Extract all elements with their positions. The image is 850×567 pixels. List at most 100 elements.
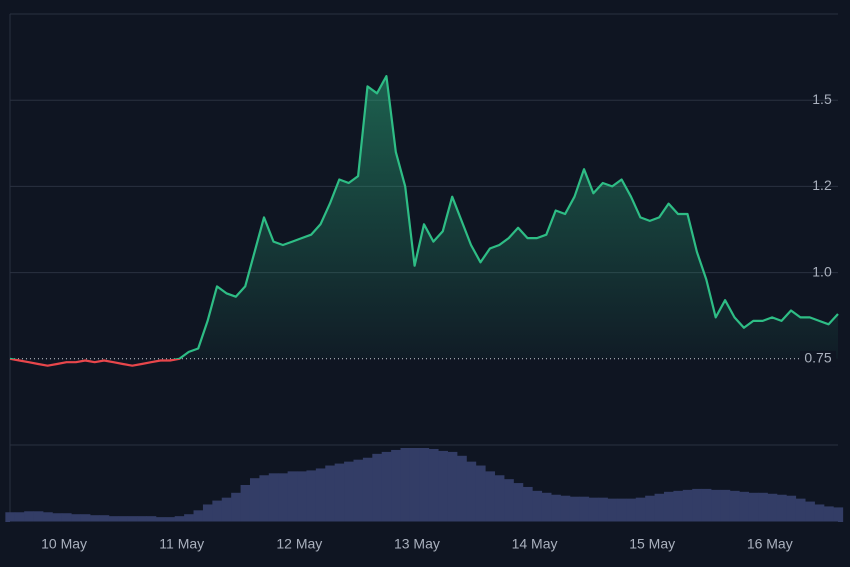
volume-bar [268,473,279,522]
volume-bar [231,492,241,522]
volume-bar [456,455,467,522]
volume-bar [42,512,53,522]
volume-bar [692,488,703,522]
x-tick-label: 11 May [159,536,204,552]
volume-bar [344,461,354,522]
volume-bar [24,511,34,522]
volume-bar [52,513,63,522]
volume-bar [626,498,637,522]
volume-bar [315,468,326,522]
volume-bar [90,515,100,522]
volume-bar [682,489,693,522]
volume-bar [635,497,646,522]
volume-bar [758,492,768,522]
y-tick-label: 1.0 [812,263,832,279]
volume-bar [249,478,260,522]
x-tick-label: 15 May [629,536,675,552]
volume-bar [729,490,740,522]
volume-bar [155,517,166,522]
volume-bar [61,513,72,522]
volume-bar [428,448,439,522]
volume-bar [663,491,674,522]
volume-bar [551,494,561,522]
volume-bar [795,498,806,522]
x-tick-label: 16 May [747,536,793,552]
volume-bar [616,498,627,522]
volume-bar [362,457,373,522]
volume-bar [466,461,477,522]
volume-bar [334,463,345,522]
volume-bar [146,516,157,522]
y-tick-label: 1.2 [812,177,832,193]
volume-bar [5,512,16,522]
volume-bar [287,471,298,522]
volume-bar [80,514,91,522]
volume-bar [137,516,147,522]
volume-bar [174,516,185,522]
volume-bar [99,515,110,522]
volume-bar [823,506,834,522]
volume-bar [259,475,270,522]
volume-bar [673,490,684,522]
volume-bar [833,507,844,522]
volume-bar [108,516,119,522]
volume-bar [400,448,411,522]
volume-bar [513,483,524,522]
volume-bar [504,479,514,522]
volume-bar [409,448,420,522]
volume-bar [475,465,486,522]
volume-bar [438,450,448,522]
volume-bar [71,514,82,522]
volume-bar [297,471,307,522]
x-tick-label: 13 May [394,536,440,552]
volume-bar [786,495,797,522]
volume-bar [711,489,721,522]
volume-bar [776,494,787,522]
volume-bar [588,497,599,522]
volume-bar [485,471,496,522]
volume-bar [569,496,580,522]
x-tick-label: 12 May [276,536,322,552]
volume-bar [221,497,232,522]
volume-bar [212,500,223,522]
volume-bar [353,459,364,522]
volume-bar [645,495,655,522]
volume-bar [701,488,712,522]
volume-bar [598,497,608,522]
volume-bar [767,493,778,522]
volume-bar [33,511,44,522]
volume-bar [118,516,129,522]
volume-bar [739,491,750,522]
x-tick-label: 14 May [512,536,558,552]
volume-bar [419,448,430,522]
volume-bar [654,493,665,522]
volume-bar [560,495,571,522]
volume-bar [14,512,25,522]
volume-bar [127,516,138,522]
volume-bar [372,453,383,522]
area-fill [179,76,838,359]
volume-bar [447,451,458,522]
price-line [9,75,839,367]
volume-bar [391,449,401,522]
volume-bar [193,510,204,522]
volume-bar [278,473,289,522]
volume-bar [720,489,731,522]
baseline-label-bg [800,350,836,367]
volume-bar [494,475,505,522]
volume-bar [814,504,825,522]
volume-bar [184,514,194,522]
volume-bar [240,485,251,522]
volume-bar [202,504,213,522]
volume-bar [325,465,336,522]
volume-bar [805,501,815,522]
volume-bar [532,490,543,522]
baseline-label: 0.75 [804,350,831,366]
x-tick-label: 10 May [41,536,87,552]
volume-bar [522,486,533,522]
volume-bar [607,498,618,522]
volume-bar [165,517,176,522]
volume-bar [541,492,552,522]
